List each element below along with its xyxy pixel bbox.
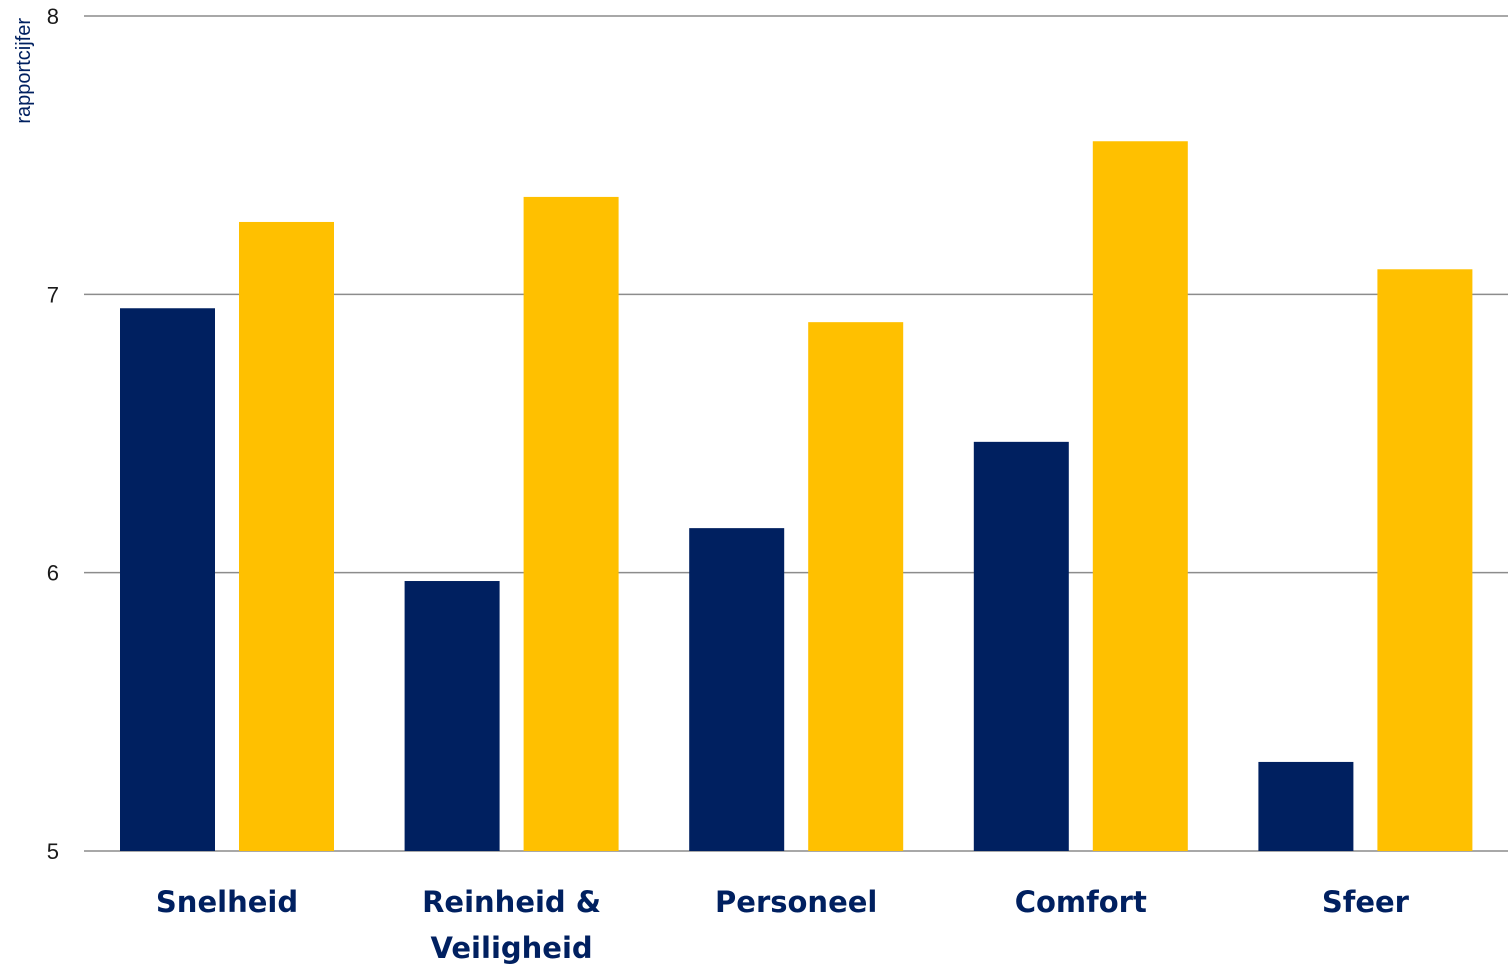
y-axis-ticks: 5 6 7 8 bbox=[47, 4, 59, 864]
bars bbox=[120, 141, 1473, 852]
y-tick-label: 5 bbox=[47, 839, 59, 864]
x-category-label: Reinheid & bbox=[422, 885, 601, 919]
x-category-label: Sfeer bbox=[1322, 885, 1410, 919]
x-axis-category-labels: Snelheid Reinheid & Veiligheid Personeel Com… bbox=[156, 885, 1410, 965]
x-category-label: Veiligheid bbox=[431, 931, 593, 965]
x-category-label: Personeel bbox=[715, 885, 877, 919]
bar-series2-0 bbox=[239, 221, 334, 851]
bar-series1-2 bbox=[689, 528, 785, 851]
bar-series1-3 bbox=[973, 441, 1069, 851]
x-category-label: Snelheid bbox=[156, 885, 298, 919]
y-tick-label: 6 bbox=[47, 561, 59, 586]
x-category-label: Comfort bbox=[1015, 885, 1147, 919]
y-tick-label: 8 bbox=[47, 4, 59, 29]
bar-series2-1 bbox=[523, 196, 619, 851]
bar-series1-4 bbox=[1258, 761, 1354, 851]
y-tick-label: 7 bbox=[47, 282, 59, 307]
y-axis-title: rapportcijfer bbox=[13, 18, 35, 124]
bar-series2-3 bbox=[1092, 141, 1188, 851]
bar-series1-1 bbox=[404, 581, 500, 851]
bar-series1-0 bbox=[120, 308, 215, 851]
bar-series2-4 bbox=[1377, 269, 1473, 851]
bar-series2-2 bbox=[808, 322, 904, 852]
